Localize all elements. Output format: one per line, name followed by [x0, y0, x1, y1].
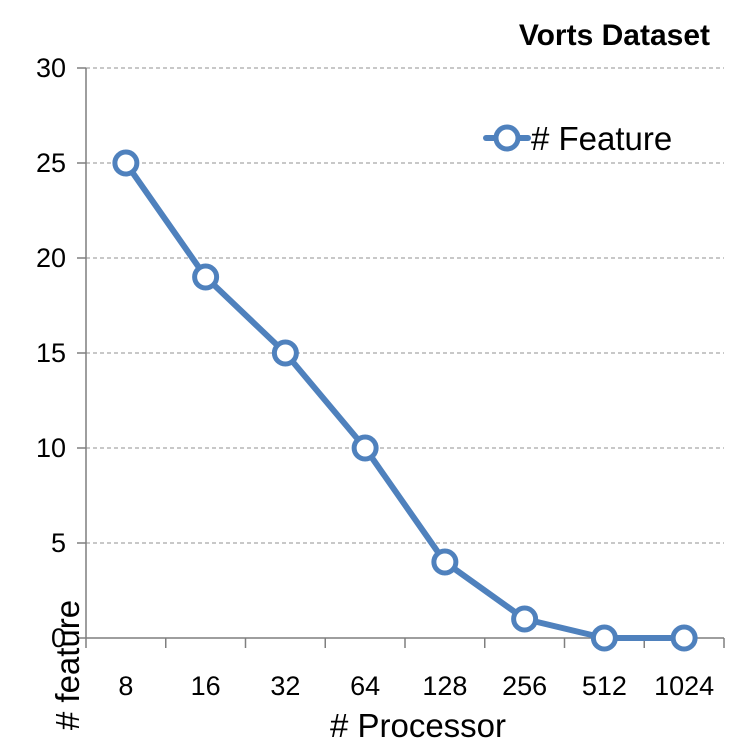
y-tick-label: 30: [36, 53, 66, 83]
legend-label: # Feature: [531, 120, 672, 157]
y-tick-label: 20: [36, 243, 66, 273]
x-tick-label: 256: [502, 671, 547, 701]
x-tick-label: 512: [582, 671, 627, 701]
y-tick-label: 10: [36, 433, 66, 463]
data-point: [670, 624, 698, 652]
y-tick-labels: 0 5 10 15 20 25 30: [36, 53, 66, 653]
x-tick-label: 8: [118, 671, 133, 701]
data-point: [192, 263, 220, 291]
legend-marker-swatch: [493, 124, 521, 152]
y-tick-label: 0: [51, 623, 66, 653]
data-point: [431, 548, 459, 576]
data-point: [351, 434, 379, 462]
legend: # Feature: [483, 120, 672, 157]
y-tick-label: 15: [36, 338, 66, 368]
x-tick-label: 128: [422, 671, 467, 701]
x-tick-label: 64: [350, 671, 380, 701]
x-axis-label: # Processor: [330, 707, 506, 744]
y-tick-label: 5: [51, 528, 66, 558]
data-point: [511, 605, 539, 633]
x-tick-label: 16: [191, 671, 221, 701]
y-tick-label: 25: [36, 148, 66, 178]
x-tick-label: 32: [270, 671, 300, 701]
data-point: [590, 624, 618, 652]
chart-title: Vorts Dataset: [519, 19, 710, 52]
x-tick-label: 1024: [654, 671, 714, 701]
series-line: [122, 160, 688, 641]
data-point: [271, 339, 299, 367]
series-layer: [112, 149, 698, 652]
data-point: [112, 149, 140, 177]
x-tick-labels: 8 16 32 64 128 256 512 1024: [118, 671, 714, 701]
y-axis-label: # feature: [49, 600, 86, 730]
